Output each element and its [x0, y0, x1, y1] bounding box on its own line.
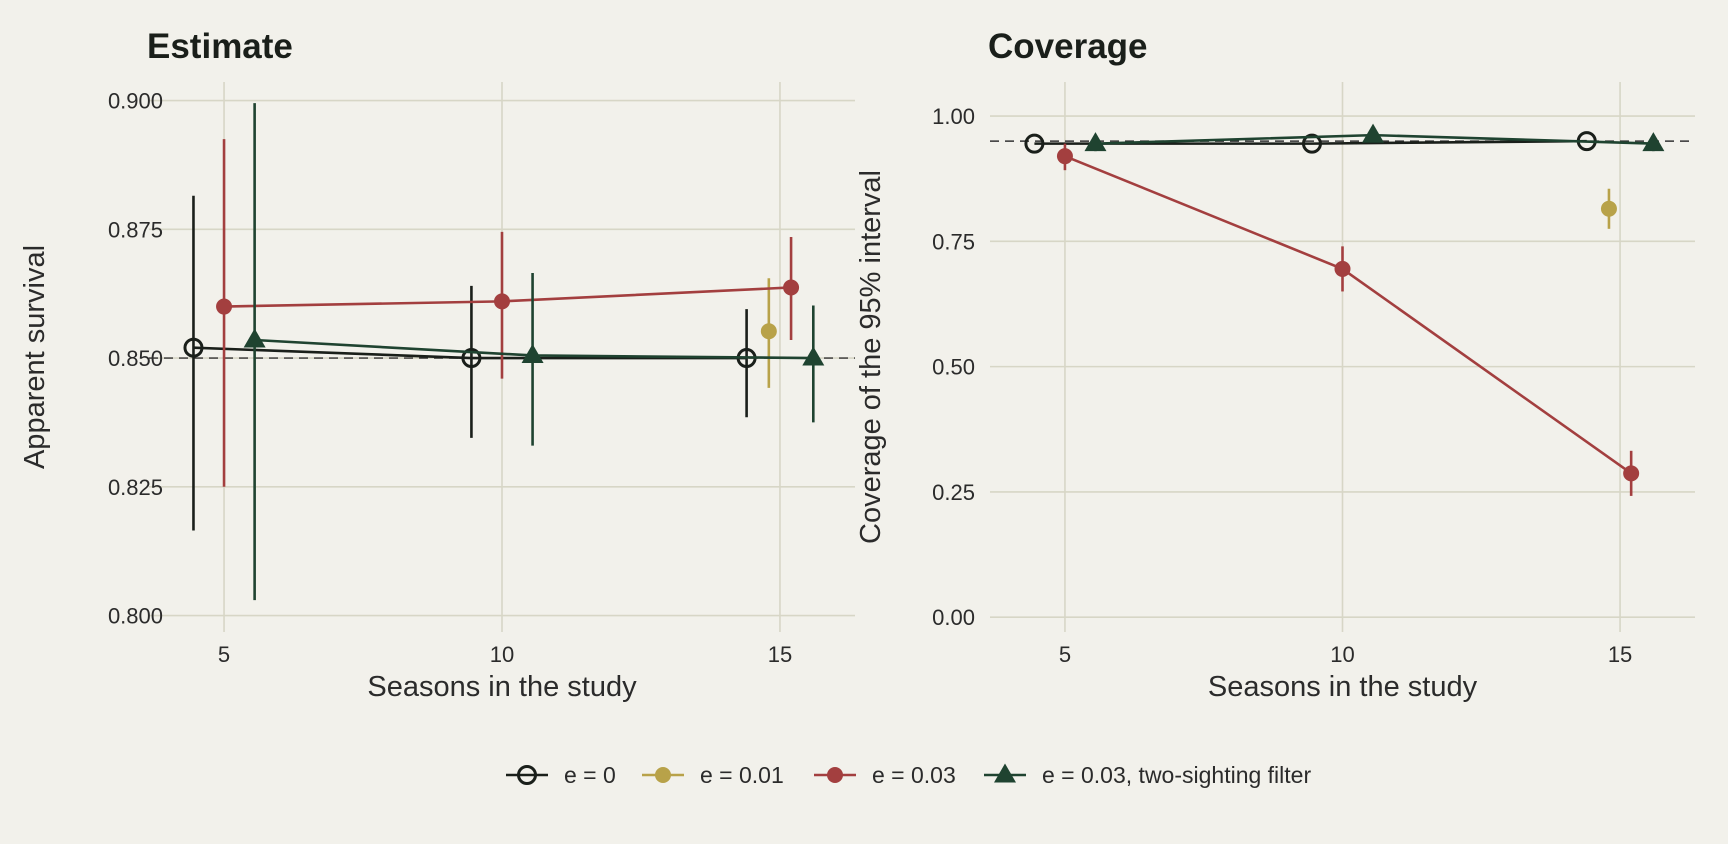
series-line [1064, 154, 1632, 475]
series-0 [183, 195, 757, 531]
legend-item: e = 0.03, two-sighting filter [984, 762, 1311, 788]
y-axis-label: Apparent survival [19, 245, 51, 469]
series-2 [216, 139, 800, 487]
panel-title: Estimate [147, 27, 293, 66]
data-point [494, 293, 510, 310]
x-axis-label: Seasons in the study [367, 671, 637, 703]
data-point [461, 348, 482, 369]
data-point [760, 323, 777, 340]
legend-label: e = 0.01 [700, 762, 784, 788]
legend-marker [827, 767, 843, 783]
series-2 [1056, 143, 1640, 496]
data-point [1600, 200, 1617, 217]
legend-label: e = 0.03, two-sighting filter [1042, 762, 1311, 788]
y-axis-label: Coverage of the 95% interval [855, 170, 887, 544]
panel-coverage: 0.00 0.25 0.50 0.75 1.00 5 10 15 Coverage Seasons… [855, 27, 1695, 703]
x-tick-label: 10 [490, 642, 514, 667]
legend-item: e = 0.01 [642, 762, 784, 788]
legend-marker [994, 763, 1016, 783]
y-tick-label: 0.875 [108, 217, 163, 242]
x-tick-label: 5 [218, 642, 230, 667]
x-axis-label: Seasons in the study [1208, 671, 1478, 703]
x-tick-label: 15 [768, 642, 792, 667]
panel-title: Coverage [988, 27, 1148, 66]
data-point [783, 279, 800, 296]
y-tick-label: 0.50 [932, 355, 975, 380]
series-1 [1600, 188, 1617, 229]
x-tick-label: 15 [1608, 642, 1632, 667]
series-3 [243, 103, 825, 601]
y-tick-label: 0.900 [108, 89, 163, 114]
y-tick-label: 0.75 [932, 229, 975, 254]
x-tick-label: 10 [1330, 642, 1354, 667]
legend-label: e = 0.03 [872, 762, 956, 788]
data-point [1642, 132, 1665, 152]
data-point [1056, 148, 1073, 165]
data-point [216, 298, 233, 315]
y-tick-label: 0.800 [108, 604, 163, 629]
legend: e = 0 e = 0.01 e = 0.03 e = 0.03, two-sight… [506, 762, 1311, 788]
y-tick-label: 0.00 [932, 605, 975, 630]
series-3 [1084, 123, 1665, 152]
data-point [243, 328, 266, 348]
y-tick-label: 1.00 [932, 104, 975, 129]
x-tick-label: 5 [1059, 642, 1071, 667]
legend-label: e = 0 [564, 762, 616, 788]
legend-marker [655, 767, 671, 783]
data-point [521, 343, 544, 363]
data-point [1623, 465, 1640, 482]
data-point [1024, 133, 1045, 154]
data-point [183, 337, 204, 358]
data-point [1301, 133, 1322, 154]
data-point [1334, 260, 1351, 277]
data-point [1084, 132, 1107, 152]
y-tick-label: 0.825 [108, 475, 163, 500]
data-point [802, 346, 825, 366]
legend-item: e = 0 [506, 762, 616, 788]
y-tick-label: 0.25 [932, 480, 975, 505]
series-1 [760, 278, 777, 388]
data-point [1362, 123, 1385, 143]
legend-item: e = 0.03 [814, 762, 956, 788]
legend-marker [517, 765, 537, 785]
